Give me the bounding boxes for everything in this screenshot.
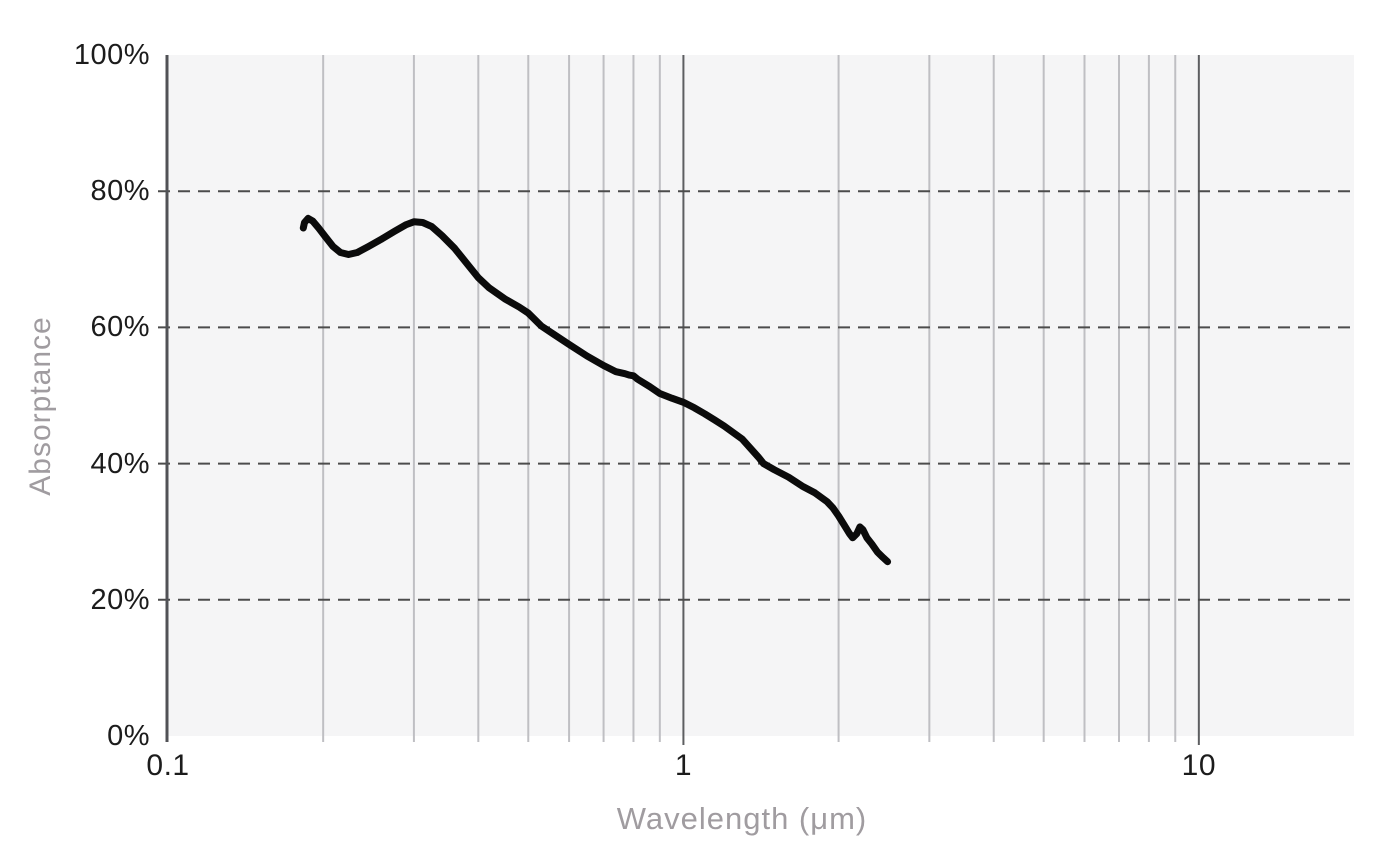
x-tick-label-1: 1 [674,749,692,782]
x-tick-label-10: 10 [1181,749,1217,782]
x-axis-title: Wavelength (μm) [616,801,868,836]
x-tick-label-0p1: 0.1 [146,749,190,782]
y-tick-label-40: 40% [90,447,150,480]
y-tick-label-20: 20% [90,583,150,616]
y-tick-label-60: 60% [90,311,150,344]
y-tick-label-100: 100% [73,39,150,71]
y-tick-label-80: 80% [90,175,150,208]
y-tick-label-0: 0% [107,720,150,752]
